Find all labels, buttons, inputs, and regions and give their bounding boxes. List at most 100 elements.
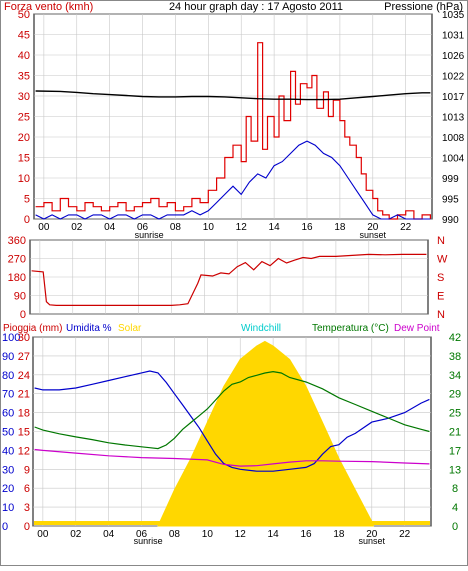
x-tick-label: 22 [399,529,411,540]
direction-tick-label: 0 [20,309,26,321]
wind-speed-tick-label: 10 [18,173,30,185]
graph-title: 24 hour graph day : 17 Agosto 2011 [169,1,343,13]
x-tick-label: 16 [300,529,312,540]
humidity-tick-label: 90 [2,351,14,363]
wind-speed-tick-label: 30 [18,91,30,103]
wind-speed-tick-label: 0 [24,214,30,226]
pressure-tick-label: 995 [442,195,459,206]
wind-pressure-panel: 0510152025303540455099099599910041008101… [18,9,465,240]
x-tick-label: 04 [103,529,115,540]
wind-average-line [35,140,431,220]
legend-humidity: Umidita % [66,323,112,334]
pressure-tick-label: 990 [442,215,459,226]
rain-tick-label: 27 [18,351,30,363]
rain-tick-label: 9 [24,464,30,476]
pressure-tick-label: 999 [442,174,459,185]
x-tick-label: 10 [202,529,214,540]
legend-rain: Pioggia (mm) [3,323,62,334]
temperature-tick-label: 29 [449,389,461,401]
humidity-tick-label: 100 [2,332,20,344]
rain-tick-label: 24 [18,370,30,382]
humidity-line [34,370,430,472]
temperature-tick-label: 42 [449,332,461,344]
humidity-tick-label: 80 [2,370,14,382]
temperature-tick-label: 25 [449,408,461,420]
temperature-tick-label: 38 [449,351,461,363]
compass-label: S [437,272,444,284]
x-tick-label: 18 [334,222,346,233]
rain-tick-label: 21 [18,389,30,401]
wind-direction-series [31,253,427,306]
temperature-tick-label: 21 [449,427,461,439]
x-tick-label: 12 [236,222,248,233]
rain-tick-label: 3 [24,502,30,514]
x-tick-label: 16 [301,222,313,233]
temperature-line [34,370,430,450]
temperature-tick-label: 13 [449,464,461,476]
sunrise-label: sunrise [135,230,164,240]
legend-windchill: Windchill [241,323,281,334]
wind-gust-line [35,42,431,220]
wind-speed-tick-label: 35 [18,71,30,83]
wind-speed-tick-label: 5 [24,194,30,206]
compass-label: N [437,309,445,321]
temperature-tick-label: 17 [449,445,461,457]
legend-temperature: Temperatura (°C) [312,323,389,334]
solar-area [157,340,375,527]
pressure-tick-label: 1031 [442,31,465,42]
x-tick-label: 06 [137,222,149,233]
wind-speed-tick-label: 25 [18,112,30,124]
sunset-label: sunset [360,230,387,240]
compass-label: W [437,254,448,266]
humidity-tick-label: 20 [2,483,14,495]
x-tick-label: 06 [136,529,148,540]
humidity-tick-label: 60 [2,408,14,420]
rain-tick-label: 12 [18,445,30,457]
temperature-tick-label: 0 [452,521,458,533]
rain-tick-label: 30 [18,332,30,344]
legend-dewpoint: Dew Point [394,323,440,334]
x-tick-label: 08 [170,222,182,233]
pressure-tick-label: 1008 [442,133,465,144]
compass-label: N [437,235,445,247]
x-tick-label: 02 [71,222,83,233]
pressure-tick-label: 1017 [442,92,465,103]
wind-speed-tick-label: 20 [18,132,30,144]
x-tick-label: 10 [203,222,215,233]
humidity-tick-label: 50 [2,427,14,439]
humidity-tick-label: 10 [2,502,14,514]
pressure-tick-label: 1022 [442,72,465,83]
wind-speed-tick-label: 15 [18,153,30,165]
direction-tick-label: 270 [8,254,26,266]
pressure-tick-label: 1004 [442,154,465,165]
direction-tick-label: 90 [14,291,26,303]
wind-direction-grid [30,239,428,315]
pressure-tick-label: 1026 [442,51,465,62]
x-tick-label: 12 [235,529,247,540]
x-tick-label: 00 [37,529,49,540]
x-tick-label: 20 [366,529,378,540]
direction-tick-label: 180 [8,272,26,284]
pressure-tick-label: 1013 [442,113,465,124]
x-tick-label: 00 [38,222,50,233]
humidity-tick-label: 30 [2,464,14,476]
pressure-axis-title: Pressione (hPa) [384,1,463,13]
wind-pressure-series [35,42,431,220]
legend-solar: Solar [118,323,142,334]
x-tick-label: 02 [70,529,82,540]
bottom-legend: Pioggia (mm) Umidita % Solar Windchill T… [3,323,440,334]
x-tick-label: 14 [269,222,281,233]
pressure-tick-label: 1035 [442,10,465,21]
rain-tick-label: 6 [24,483,30,495]
direction-tick-label: 360 [8,235,26,247]
wind-speed-tick-label: 40 [18,50,30,62]
x-tick-label: 04 [104,222,116,233]
rain-tick-label: 15 [18,427,30,439]
pressure-line [35,90,431,101]
